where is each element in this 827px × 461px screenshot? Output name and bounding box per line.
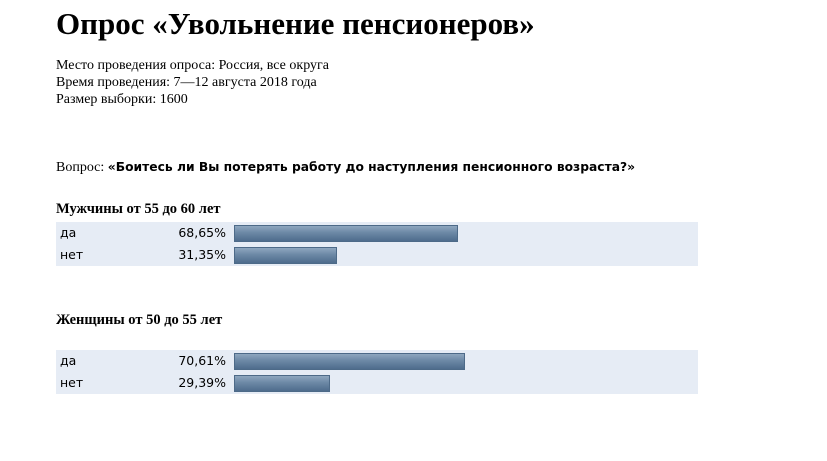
survey-info: Место проведения опроса: Россия, все окр… <box>56 57 329 108</box>
chart-title-women: Женщины от 50 до 55 лет <box>56 312 223 328</box>
survey-question: Вопрос: «Боитесь ли Вы потерять работу д… <box>56 160 635 176</box>
category-label: нет <box>60 247 84 262</box>
chart-row: да 70,61% <box>56 350 698 372</box>
question-label: Вопрос: <box>56 160 105 175</box>
survey-time: Время проведения: 7—12 августа 2018 года <box>56 75 317 90</box>
data-label: 31,35% <box>178 247 226 262</box>
page-title: Опрос «Увольнение пенсионеров» <box>56 6 535 41</box>
data-label: 68,65% <box>178 225 226 240</box>
bar <box>234 247 337 264</box>
category-label: да <box>60 225 77 240</box>
chart-row: нет 31,35% <box>56 244 698 266</box>
chart-row: нет 29,39% <box>56 372 698 394</box>
survey-sample: Размер выборки: 1600 <box>56 92 188 107</box>
data-label: 70,61% <box>178 353 226 368</box>
bar <box>234 225 459 242</box>
chart-row: да 68,65% <box>56 222 698 244</box>
category-label: нет <box>60 375 84 390</box>
bar <box>234 353 465 370</box>
chart-men: да 68,65% нет 31,35% <box>56 222 698 266</box>
chart-title-men: Мужчины от 55 до 60 лет <box>56 201 221 217</box>
category-label: да <box>60 353 77 368</box>
survey-place: Место проведения опроса: Россия, все окр… <box>56 58 329 73</box>
chart-women: да 70,61% нет 29,39% <box>56 350 698 394</box>
bar <box>234 375 331 392</box>
question-text: «Боитесь ли Вы потерять работу до наступ… <box>107 160 636 174</box>
data-label: 29,39% <box>178 375 226 390</box>
